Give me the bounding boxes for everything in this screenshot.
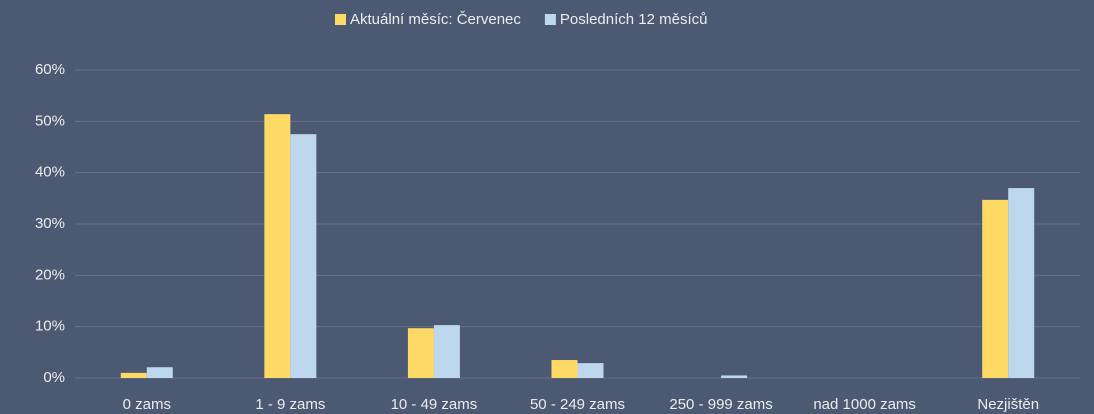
y-tick-label: 50%: [35, 112, 65, 129]
bar: [146, 367, 173, 378]
bar: [721, 375, 748, 378]
bar: [551, 360, 578, 378]
x-tick-label: 50 - 249 zams: [530, 396, 625, 413]
x-tick-label: 0 zams: [123, 396, 171, 413]
x-tick-label: Nezjištěn: [977, 396, 1039, 413]
bar: [290, 134, 317, 378]
y-tick-label: 60%: [35, 61, 65, 78]
x-tick-label: 250 - 999 zams: [669, 396, 772, 413]
bar: [120, 372, 147, 378]
legend-label: Aktuální měsíc: Červenec: [350, 11, 521, 28]
x-tick-label: nad 1000 zams: [813, 396, 916, 413]
y-tick-label: 40%: [35, 164, 65, 181]
legend-label: Posledních 12 měsíců: [560, 11, 708, 28]
legend-swatch: [335, 14, 346, 25]
bar: [577, 363, 604, 378]
bar: [407, 328, 434, 378]
bar: [433, 325, 460, 378]
x-tick-label: 1 - 9 zams: [255, 396, 325, 413]
y-tick-label: 10%: [35, 318, 65, 335]
y-tick-label: 0%: [43, 369, 65, 386]
bar: [264, 114, 291, 378]
legend-swatch: [544, 14, 556, 25]
x-tick-label: 10 - 49 zams: [391, 396, 478, 413]
bar: [982, 199, 1009, 378]
y-tick-label: 20%: [35, 266, 65, 283]
y-tick-label: 30%: [35, 215, 65, 232]
bar: [1008, 188, 1035, 378]
